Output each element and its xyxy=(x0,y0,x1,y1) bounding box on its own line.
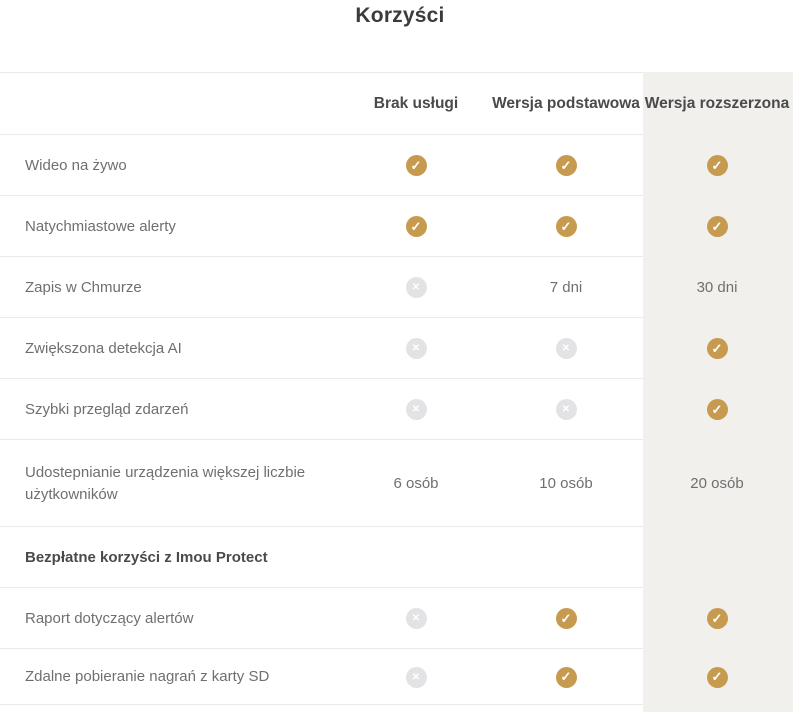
table-row: Zwiększona detekcja AI ✕ ✕ ✓ xyxy=(0,318,793,379)
check-icon: ✓ xyxy=(706,608,728,629)
table-header-row: Brak usługi Wersja podstawowa Wersja roz… xyxy=(0,72,793,135)
feature-included-cell: ✓ xyxy=(641,608,793,629)
cell-value: 30 dni xyxy=(696,279,738,296)
check-icon: ✓ xyxy=(555,666,577,688)
feature-value-cell: 30 dni xyxy=(641,279,793,296)
section-title: Bezpłatne korzyści z Imou Protect xyxy=(25,548,268,566)
feature-value-cell: 6 osób xyxy=(341,475,491,492)
section-header-row: Bezpłatne korzyści z Imou Protect xyxy=(0,527,793,588)
feature-included-cell: ✓ xyxy=(491,216,641,237)
check-icon: ✓ xyxy=(555,216,577,237)
x-icon: ✕ xyxy=(405,338,427,359)
feature-included-cell: ✓ xyxy=(641,666,793,688)
table-row: Wideo na żywo ✓ ✓ ✓ xyxy=(0,135,793,196)
feature-included-cell: ✓ xyxy=(341,155,491,176)
check-icon: ✓ xyxy=(706,666,728,688)
column-header-extended: Wersja rozszerzona xyxy=(644,94,790,112)
check-icon: ✓ xyxy=(405,155,427,176)
feature-included-cell: ✓ xyxy=(491,155,641,176)
x-icon: ✕ xyxy=(555,399,577,420)
highlighted-column-bg xyxy=(643,72,793,712)
feature-value-cell: 20 osób xyxy=(641,475,793,492)
feature-value-cell: 10 osób xyxy=(491,475,641,492)
x-icon: ✕ xyxy=(405,608,427,629)
check-icon: ✓ xyxy=(555,155,577,176)
feature-included-cell: ✓ xyxy=(641,338,793,359)
row-label: Raport dotyczący alertów xyxy=(25,609,194,627)
feature-excluded-cell: ✕ xyxy=(341,399,491,420)
feature-included-cell: ✓ xyxy=(341,216,491,237)
check-icon: ✓ xyxy=(555,608,577,629)
feature-included-cell: ✓ xyxy=(491,608,641,629)
row-label: Udostepnianie urządzenia większej liczbi… xyxy=(25,463,306,503)
table-body: Wideo na żywo ✓ ✓ ✓ Natychmiastowe alerty ✓ ✓ ✓… xyxy=(0,135,793,705)
table-row: Szybki przegląd zdarzeń ✕ ✕ ✓ xyxy=(0,379,793,440)
check-icon: ✓ xyxy=(706,216,728,237)
cell-value: 20 osób xyxy=(690,475,744,492)
check-icon: ✓ xyxy=(706,399,728,420)
check-icon: ✓ xyxy=(706,338,728,359)
check-icon: ✓ xyxy=(405,216,427,237)
x-icon: ✕ xyxy=(405,277,427,298)
row-label: Szybki przegląd zdarzeń xyxy=(25,400,189,418)
row-label: Zdalne pobieranie nagrań z karty SD xyxy=(25,668,270,686)
cell-value: 10 osób xyxy=(539,475,593,492)
feature-excluded-cell: ✕ xyxy=(491,399,641,420)
benefits-table: Brak usługi Wersja podstawowa Wersja roz… xyxy=(0,72,793,712)
cell-value: 6 osób xyxy=(393,475,439,492)
table-row: Udostepnianie urządzenia większej liczbi… xyxy=(0,440,793,527)
table-row: Raport dotyczący alertów ✕ ✓ ✓ xyxy=(0,588,793,649)
x-icon: ✕ xyxy=(555,338,577,359)
feature-excluded-cell: ✕ xyxy=(341,666,491,688)
x-icon: ✕ xyxy=(405,399,427,420)
feature-excluded-cell: ✕ xyxy=(341,338,491,359)
column-header-basic: Wersja podstawowa xyxy=(492,94,640,112)
feature-excluded-cell: ✕ xyxy=(341,277,491,298)
row-label: Zwiększona detekcja AI xyxy=(25,339,182,357)
x-icon: ✕ xyxy=(405,666,427,688)
feature-excluded-cell: ✕ xyxy=(341,608,491,629)
table-row: Zapis w Chmurze ✕ 7 dni 30 dni xyxy=(0,257,793,318)
cell-value: 7 dni xyxy=(549,279,583,296)
row-label: Zapis w Chmurze xyxy=(25,278,142,296)
check-icon: ✓ xyxy=(706,155,728,176)
feature-included-cell: ✓ xyxy=(491,666,641,688)
feature-included-cell: ✓ xyxy=(641,216,793,237)
feature-included-cell: ✓ xyxy=(641,399,793,420)
feature-value-cell: 7 dni xyxy=(491,279,641,296)
row-label: Wideo na żywo xyxy=(25,156,127,174)
table-row: Natychmiastowe alerty ✓ ✓ ✓ xyxy=(0,196,793,257)
row-label: Natychmiastowe alerty xyxy=(25,217,176,235)
page-title: Korzyści xyxy=(355,4,445,27)
table-row: Zdalne pobieranie nagrań z karty SD ✕ ✓ ✓ xyxy=(0,649,793,705)
feature-included-cell: ✓ xyxy=(641,155,793,176)
column-header-no-service: Brak usługi xyxy=(373,94,459,112)
feature-excluded-cell: ✕ xyxy=(491,338,641,359)
